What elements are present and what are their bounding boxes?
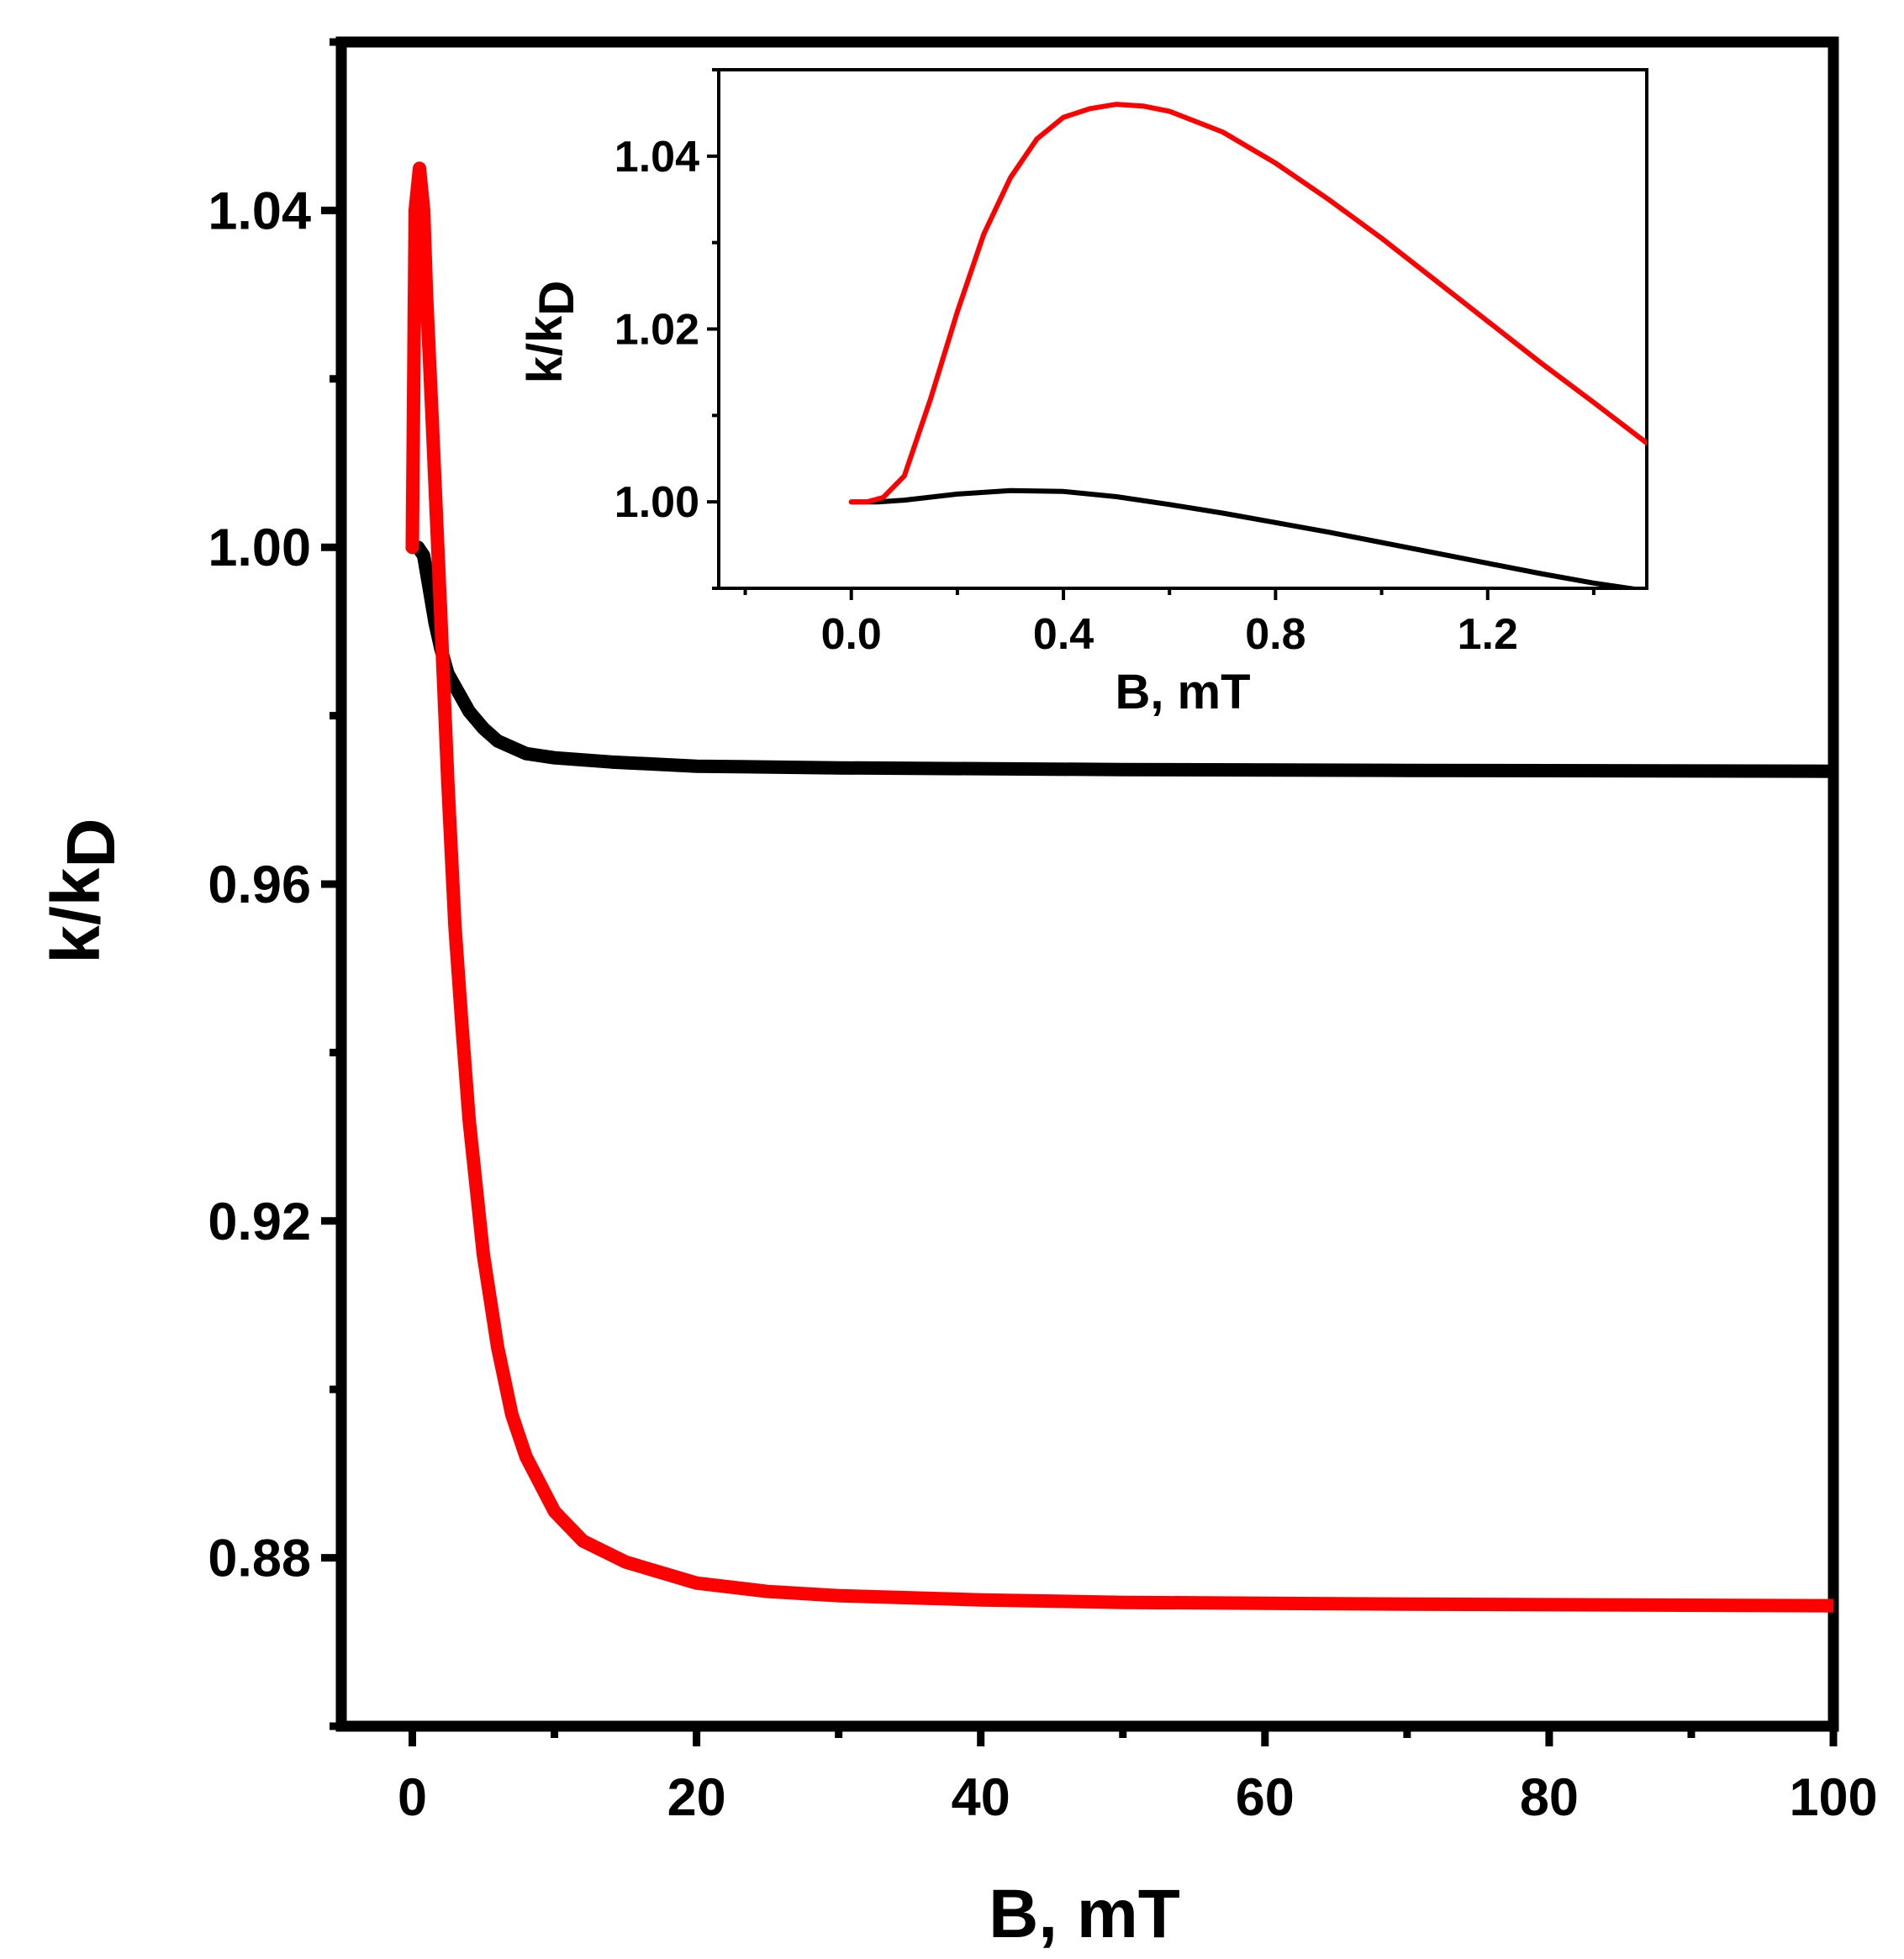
inset-x-tick-label: 1.2 — [1458, 610, 1518, 659]
main-series-black-line — [405, 540, 1833, 778]
main-y-tick-label: 0.96 — [208, 856, 311, 914]
inset-series — [848, 102, 1647, 588]
inset-x-tick-label: 0.0 — [821, 610, 882, 659]
inset-series-red-line — [848, 102, 1647, 505]
inset-x-tick-label: 0.4 — [1033, 610, 1094, 659]
main-x-axis-title: B, mT — [989, 1876, 1180, 1952]
main-y-axis-title-sub: D — [53, 818, 129, 867]
main-y-tick-label: 0.88 — [208, 1530, 311, 1588]
inset-y-tick-label: 1.04 — [614, 133, 699, 182]
inset-y-axis-title-main: k/k — [518, 315, 572, 383]
inset-y-tick-label: 1.02 — [614, 306, 699, 355]
main-x-tick-label: 60 — [1236, 1768, 1295, 1827]
main-x-tick-label: 40 — [952, 1768, 1010, 1827]
main-y-tick-label: 0.92 — [208, 1193, 311, 1251]
inset-y-tick-label: 1.00 — [614, 478, 699, 527]
main-series — [405, 161, 1833, 1613]
main-x-tick-label: 20 — [667, 1768, 726, 1827]
main-y-axis-title: k/kD — [38, 818, 129, 963]
inset-ticks: 0.0 0.4 0.8 1.2 1.00 1.02 1.04 — [614, 68, 1595, 659]
main-x-tick-label: 0 — [398, 1768, 427, 1827]
main-ticks: 0 20 40 60 80 100 0.88 0.92 0.96 1.00 1.04 — [208, 38, 1878, 1827]
main-y-tick-label: 1.00 — [208, 519, 311, 577]
main-x-tick-label: 80 — [1520, 1768, 1579, 1827]
inset-y-axis-title-sub: D — [530, 281, 584, 316]
inset-series-black-line — [848, 487, 1647, 588]
inset-background — [715, 66, 1650, 592]
main-y-axis-title-main: k/k — [38, 867, 114, 963]
inset-x-tick-label: 0.8 — [1245, 610, 1305, 659]
inset-x-axis-title: B, mT — [1115, 665, 1250, 719]
main-x-tick-label: 100 — [1789, 1768, 1877, 1827]
main-series-red-line — [405, 161, 1833, 1613]
main-y-tick-label: 1.04 — [208, 182, 311, 240]
inset-y-axis-title: k/kD — [518, 281, 584, 384]
